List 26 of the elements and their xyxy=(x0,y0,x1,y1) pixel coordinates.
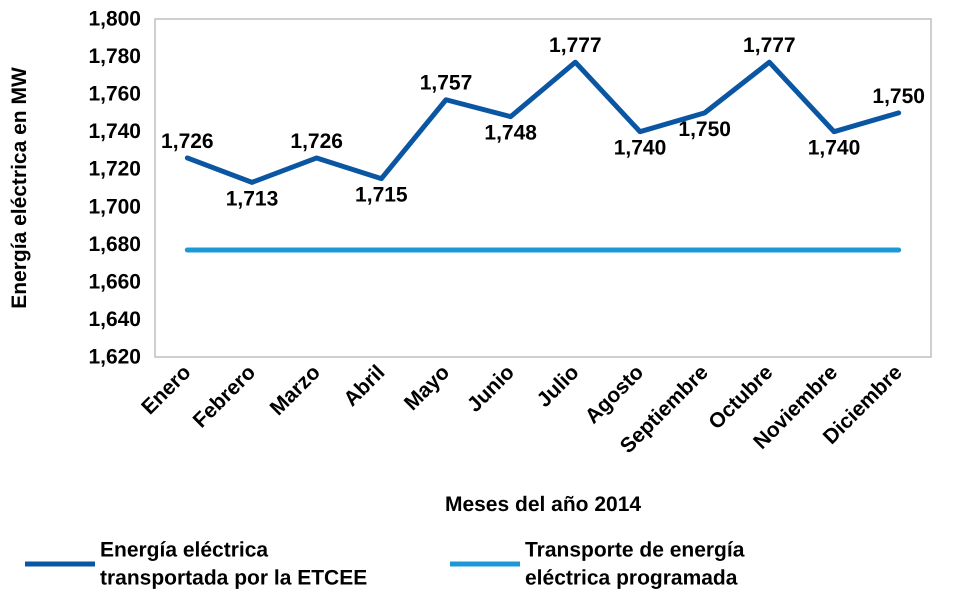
legend-label: Energía eléctrica transportada por la ETCEE xyxy=(100,538,368,590)
data-label: 1,713 xyxy=(226,187,278,210)
data-label: 1,726 xyxy=(161,130,214,153)
y-tick-label: 1,740 xyxy=(88,120,141,144)
y-tick-label: 1,760 xyxy=(88,82,141,106)
data-label: 1,777 xyxy=(743,34,796,58)
y-tick-label: 1,680 xyxy=(88,232,141,256)
data-label: 1,740 xyxy=(614,136,666,160)
x-axis-title: Meses del año 2014 xyxy=(444,493,642,516)
y-axis-title: Energía eléctrica en MW xyxy=(8,67,31,309)
data-label: 1,748 xyxy=(484,122,538,145)
data-label: 1,757 xyxy=(420,72,472,95)
data-label: 1,726 xyxy=(290,130,343,153)
y-tick-label: 1,620 xyxy=(88,346,141,368)
y-tick-label: 1,780 xyxy=(88,45,141,68)
data-label: 1,750 xyxy=(678,118,731,141)
y-tick-label: 1,640 xyxy=(88,308,141,331)
data-label: 1,777 xyxy=(549,34,602,58)
y-tick-label: 1,720 xyxy=(88,158,141,181)
y-tick-label: 1,700 xyxy=(88,195,141,218)
y-tick-label: 1,660 xyxy=(88,270,141,294)
data-label: 1,715 xyxy=(355,184,408,207)
data-label: 1,750 xyxy=(872,84,925,108)
y-tick-label: 1,800 xyxy=(88,8,141,30)
legend-label: Transporte de energía eléctrica programada xyxy=(525,538,750,590)
data-label: 1,740 xyxy=(808,136,860,160)
